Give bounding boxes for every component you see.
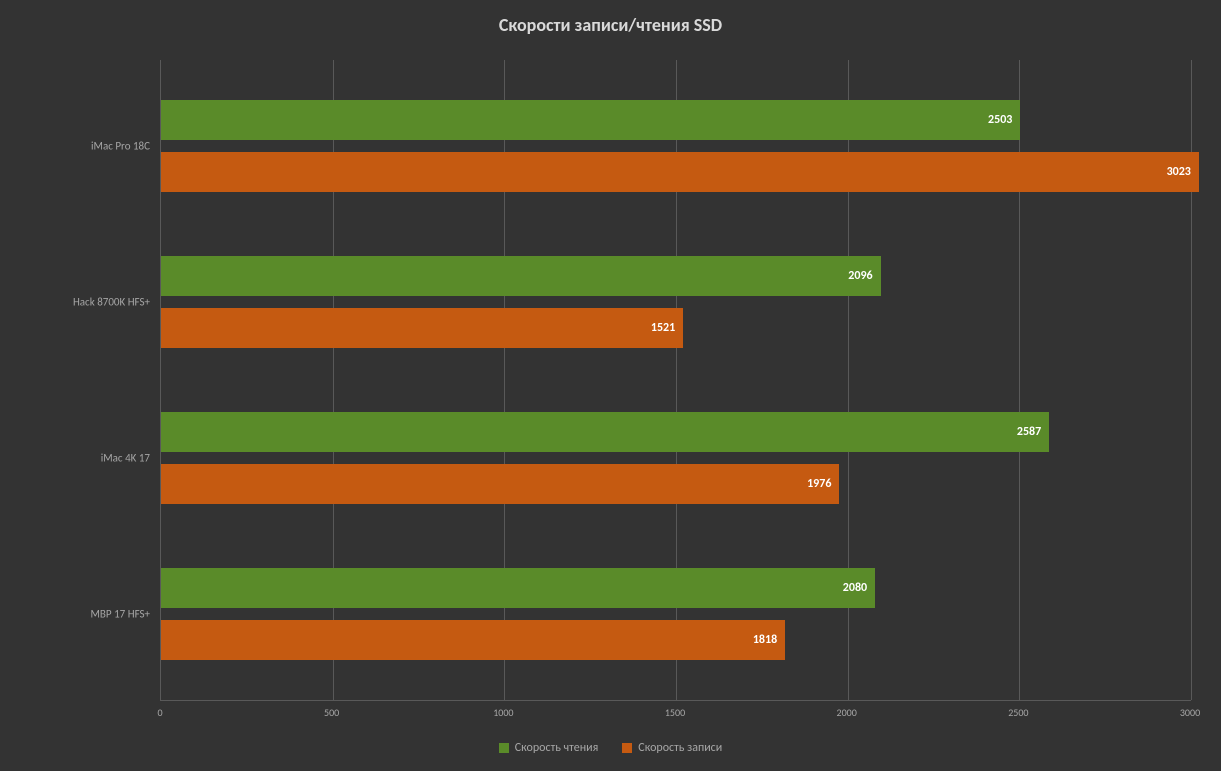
bar-read: 2096 [161,256,881,296]
legend-item: Скорость чтения [499,741,599,755]
x-tick-label: 500 [324,706,339,719]
legend-label: Скорость чтения [515,741,599,755]
legend: Скорость чтения Скорость записи [0,741,1221,757]
bar-data-label: 2080 [843,581,867,595]
bar-write: 1521 [161,308,683,348]
bar-data-label: 2587 [1017,425,1041,439]
y-category-label: iMac Pro 18C [10,140,150,153]
bar-write: 1976 [161,464,839,504]
y-category-label: Hack 8700K HFS+ [10,296,150,309]
y-category-label: iMac 4K 17 [10,452,150,465]
bar-write: 1818 [161,620,785,660]
bar-data-label: 1521 [651,321,675,335]
legend-swatch [622,743,632,753]
plot-area: 2503 3023 2096 1521 2587 1976 2080 1818 [160,60,1191,701]
legend-item: Скорость записи [622,741,722,755]
bar-data-label: 1818 [753,633,777,647]
x-tick-label: 2000 [837,706,857,719]
x-tick-label: 1000 [493,706,513,719]
x-tick-label: 3000 [1180,706,1200,719]
chart-container: Скорости записи/чтения SSD 2503 3023 2096 1… [0,0,1221,771]
bar-data-label: 2503 [988,113,1012,127]
legend-swatch [499,743,509,753]
y-category-label: MBP 17 HFS+ [10,608,150,621]
x-tick-label: 2500 [1008,706,1028,719]
legend-label: Скорость записи [638,741,722,755]
x-tick-label: 1500 [665,706,685,719]
x-tick-label: 0 [157,706,162,719]
bar-write: 3023 [161,152,1199,192]
bar-data-label: 3023 [1167,165,1191,179]
bar-read: 2587 [161,412,1049,452]
bar-read: 2503 [161,100,1020,140]
chart-title: Скорости записи/чтения SSD [0,0,1221,36]
bar-read: 2080 [161,568,875,608]
bar-data-label: 1976 [807,477,831,491]
bar-data-label: 2096 [848,269,872,283]
